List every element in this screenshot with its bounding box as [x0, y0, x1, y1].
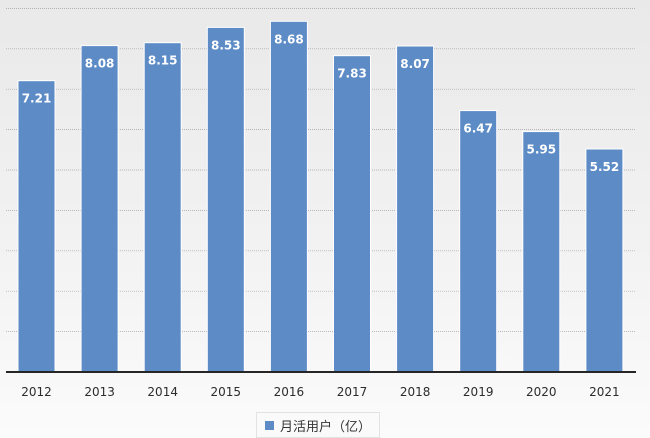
x-tick-label-2021: 2021 [589, 385, 620, 399]
data-label-2013: 8.08 [85, 57, 115, 71]
bar-2012 [17, 80, 56, 373]
data-label-2018: 8.07 [400, 57, 430, 71]
bar-2018 [396, 45, 435, 373]
bar-chart: 7.21 2012 8.08 2013 8.15 2014 8.53 2015 8.68 2016… [6, 8, 636, 399]
x-tick-label-2015: 2015 [211, 385, 242, 399]
x-tick-label-2014: 2014 [147, 385, 178, 399]
bar-2015 [206, 26, 245, 373]
data-label-2012: 7.21 [22, 92, 52, 106]
bar-2019 [459, 110, 498, 373]
bar-2021 [585, 148, 624, 373]
bar-2013 [80, 45, 119, 373]
bar-2017 [333, 55, 371, 373]
x-tick-label-2017: 2017 [337, 385, 368, 399]
legend-label: 月活用户（亿） [280, 419, 372, 435]
legend: 月活用户（亿） [256, 412, 381, 438]
x-tick-label-2018: 2018 [400, 385, 431, 399]
data-label-2016: 8.68 [274, 32, 304, 46]
data-label-2014: 8.15 [148, 54, 178, 68]
bar-2020 [522, 131, 561, 373]
legend-swatch [265, 420, 274, 430]
x-tick-label-2019: 2019 [463, 385, 494, 399]
bar-2014 [143, 42, 182, 373]
x-tick-label-2016: 2016 [274, 385, 305, 399]
x-tick-label-2012: 2012 [21, 385, 52, 399]
x-tick-label-2013: 2013 [84, 385, 115, 399]
data-label-2021: 5.52 [590, 160, 620, 174]
x-tick-label-2020: 2020 [526, 385, 557, 399]
bar-2016 [269, 20, 308, 373]
data-label-2019: 6.47 [463, 122, 493, 136]
data-label-2017: 7.83 [337, 67, 367, 81]
data-label-2020: 5.95 [526, 143, 556, 157]
data-label-2015: 8.53 [211, 38, 241, 52]
